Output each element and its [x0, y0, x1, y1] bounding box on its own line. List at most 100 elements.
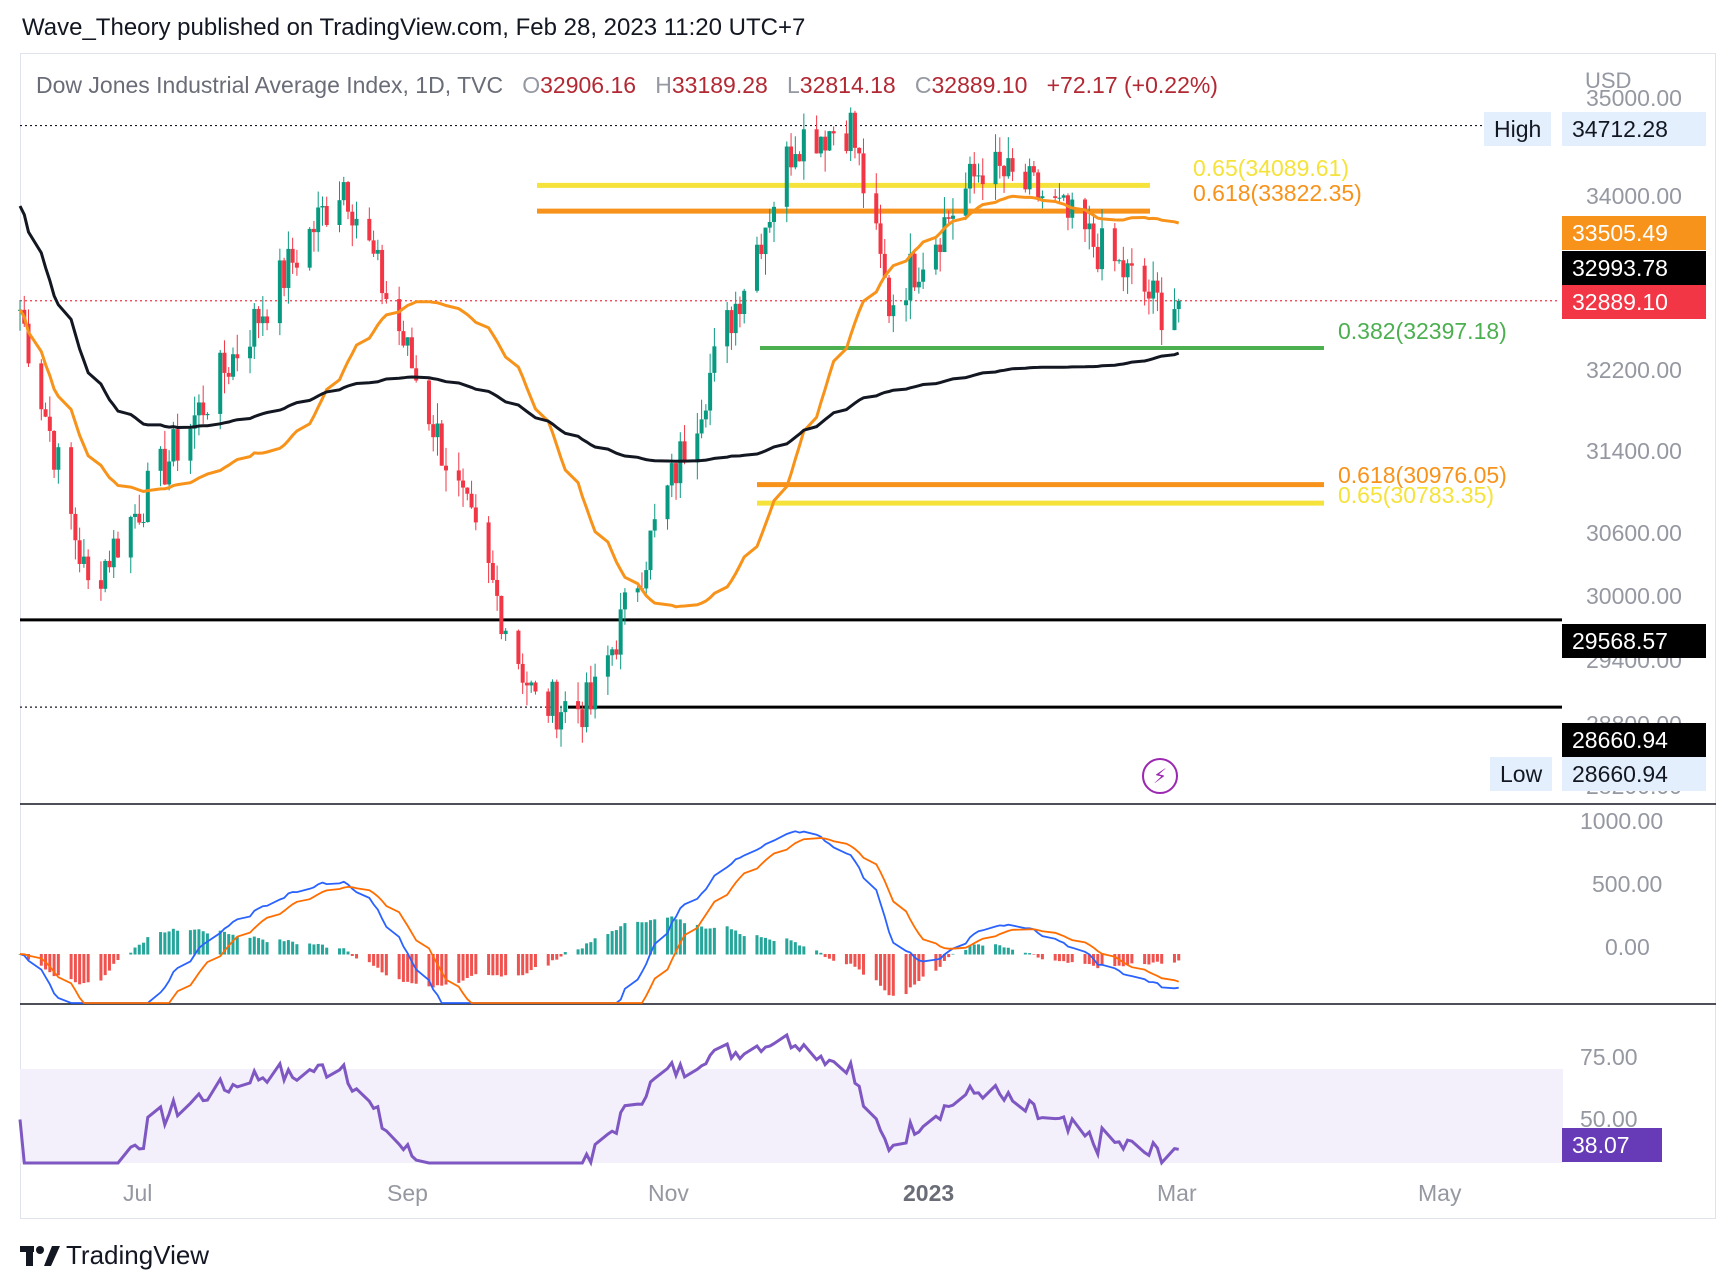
candle-body [260, 316, 265, 324]
candle-body [946, 217, 951, 219]
macd-histogram-bar [291, 941, 295, 955]
rsi-band [20, 1069, 1563, 1163]
footer-brand: TradingView [66, 1240, 210, 1270]
candle-body [767, 222, 772, 228]
currency-label[interactable]: USD [1585, 68, 1632, 93]
candle-body [397, 299, 402, 332]
macd-histogram-bar [372, 954, 376, 966]
candle-body [1112, 228, 1117, 262]
candle-body [158, 448, 163, 471]
candle-body [703, 410, 708, 420]
macd-histogram-bar [640, 922, 644, 955]
macd-histogram-bar [504, 954, 508, 976]
macd-histogram-bar [819, 952, 823, 955]
candle-body [439, 423, 444, 466]
candle-body [980, 175, 985, 185]
macd-histogram-bar [606, 934, 610, 955]
macd-histogram-bar [772, 940, 776, 955]
candle-body [384, 293, 389, 300]
fib-upper-0618-label: 0.618(33822.35) [1193, 180, 1362, 206]
macd-histogram-bar [312, 944, 316, 955]
lightning-icon[interactable]: ⚡ [1142, 758, 1178, 794]
macd-histogram-bar [1113, 954, 1117, 967]
candle-body [1027, 166, 1032, 190]
candle-body [167, 461, 172, 485]
macd-histogram-bar [917, 954, 921, 982]
rsi-tick: 75.00 [1580, 1044, 1638, 1070]
candle-body [346, 182, 351, 212]
candle-body [742, 290, 747, 315]
candle-body [725, 310, 730, 347]
candle-body [772, 206, 777, 223]
macd-histogram-bar [461, 954, 465, 981]
macd-histogram-bar [431, 954, 435, 988]
candle-body [196, 402, 201, 416]
candle-body [891, 305, 896, 317]
candle-body [763, 227, 768, 255]
candle-body [47, 416, 52, 431]
macd-histogram-bar [563, 952, 567, 955]
candle-body [367, 218, 372, 241]
close-value: 32889.10 [931, 72, 1028, 98]
x-tick: May [1418, 1180, 1462, 1206]
candle-body [938, 244, 943, 253]
candle-body [39, 363, 44, 410]
macd-histogram-bar [636, 921, 640, 955]
candle-body [324, 205, 329, 226]
ma200-line [18, 205, 1180, 463]
macd-histogram-bar [742, 936, 746, 955]
candle-body [576, 701, 581, 710]
macd-histogram-bar [235, 936, 239, 955]
macd-histogram-bar [188, 930, 192, 955]
candle-body [699, 419, 704, 434]
macd-histogram-bar [921, 954, 925, 977]
macd-histogram-bar [998, 945, 1002, 955]
macd-histogram-bar [48, 954, 52, 973]
candle-body [546, 691, 551, 716]
macd-histogram-bar [197, 929, 201, 955]
candle-body [103, 560, 108, 589]
rsi-tick: 50.00 [1580, 1106, 1638, 1132]
macd-histogram-bar [674, 919, 678, 955]
candle-body [1159, 292, 1164, 331]
macd-histogram-bar [964, 949, 968, 955]
macd-histogram-bar [891, 954, 895, 996]
macd-histogram-bar [171, 928, 175, 955]
macd-histogram-bar [1096, 954, 1100, 969]
macd-histogram-bar [1040, 954, 1044, 960]
macd-histogram-bar [367, 954, 371, 963]
candle-body [503, 630, 508, 635]
macd-line [19, 830, 1179, 1004]
high-pill-label: High [1484, 112, 1552, 146]
candle-body [797, 154, 802, 162]
macd-histogram-bar [286, 940, 290, 955]
candle-body [380, 249, 385, 294]
macd-histogram-bar [951, 953, 955, 955]
macd-histogram-bar [1151, 954, 1155, 963]
macd-tick: 500.00 [1592, 871, 1663, 897]
candle-body [81, 556, 86, 564]
macd-histogram-bar [1130, 954, 1134, 964]
macd-histogram-bar [218, 930, 222, 955]
candle-body [635, 588, 640, 593]
macd-histogram-bar [338, 948, 341, 955]
symbol-legend: Dow Jones Industrial Average Index, 1D, … [36, 72, 1218, 99]
fib-lower-0618-label: 0.618(30976.05) [1338, 462, 1507, 488]
macd-histogram-bar [205, 933, 209, 955]
candle-body [524, 682, 529, 686]
low-value: 32814.18 [799, 72, 896, 98]
macd-histogram-bar [325, 947, 329, 955]
macd-histogram-bar [350, 954, 354, 956]
candle-body [950, 215, 955, 219]
high-label: H [655, 72, 672, 98]
macd-histogram-bar [853, 954, 857, 967]
macd-histogram-bar [666, 917, 670, 955]
candle-body [1142, 265, 1147, 292]
candle-body [107, 560, 112, 568]
candle-body [111, 538, 116, 568]
candle-body [559, 712, 564, 730]
candle-body [1176, 300, 1181, 310]
candle-body [192, 415, 197, 429]
ma50-line [18, 194, 1180, 609]
